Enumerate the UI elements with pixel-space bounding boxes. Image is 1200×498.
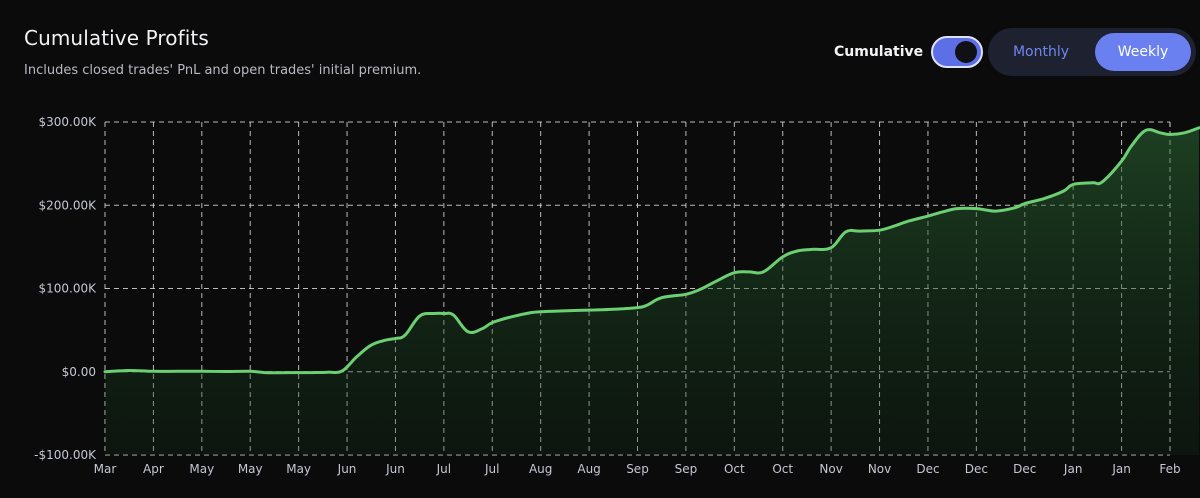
y-tick-label: $200.00K	[39, 198, 98, 212]
y-tick-label: $100.00K	[39, 282, 98, 296]
cumulative-label: Cumulative	[834, 44, 924, 60]
x-tick-label: Sep	[675, 462, 698, 476]
x-tick-label: Dec	[1013, 462, 1036, 476]
x-tick-label: Sep	[626, 462, 649, 476]
x-tick-label: Oct	[772, 462, 793, 476]
x-axis: Mar Apr May May May Jun Jun Jul Jul Aug Aug Sep Sep O…	[94, 462, 1181, 476]
x-tick-label: Apr	[143, 462, 164, 476]
x-tick-label: Jul	[484, 462, 499, 476]
x-tick-label: Nov	[819, 462, 842, 476]
weekly-button[interactable]: Weekly	[1095, 33, 1191, 71]
y-tick-label: -$100.00K	[34, 448, 97, 462]
x-tick-label: Jun	[337, 462, 357, 476]
x-tick-label: Aug	[529, 462, 552, 476]
cumulative-toggle[interactable]	[931, 36, 984, 68]
profit-line	[103, 126, 1200, 375]
x-tick-label: Nov	[868, 462, 891, 476]
x-tick-label: Jun	[385, 462, 405, 476]
toggle-knob	[955, 41, 978, 63]
x-tick-label: Aug	[577, 462, 600, 476]
x-tick-label: Dec	[916, 462, 939, 476]
y-tick-label: $0.00	[62, 365, 96, 379]
y-tick-label: $300.00K	[39, 115, 98, 129]
period-segmented-control: Monthly Weekly	[988, 28, 1196, 76]
x-tick-label: Dec	[965, 462, 988, 476]
y-axis: $300.00K $200.00K $100.00K $0.00 -$100.00K	[34, 115, 97, 462]
x-tick-label: Oct	[724, 462, 745, 476]
x-tick-label: May	[238, 462, 263, 476]
x-tick-label: May	[286, 462, 311, 476]
x-tick-label: Jul	[436, 462, 451, 476]
x-tick-label: May	[189, 462, 214, 476]
area-layer	[105, 127, 1199, 456]
x-tick-label: Feb	[1159, 462, 1180, 476]
x-tick-label: Mar	[94, 462, 117, 476]
x-tick-label: Jan	[1111, 462, 1131, 476]
chart-subtitle: Includes closed trades' PnL and open tra…	[24, 63, 422, 78]
profit-area	[105, 127, 1199, 456]
cumulative-toggle-group: Cumulative	[834, 36, 984, 68]
monthly-button[interactable]: Monthly	[1012, 44, 1070, 60]
line-layer	[103, 126, 1200, 375]
chart-title: Cumulative Profits	[24, 26, 209, 50]
x-tick-label: Jan	[1063, 462, 1083, 476]
